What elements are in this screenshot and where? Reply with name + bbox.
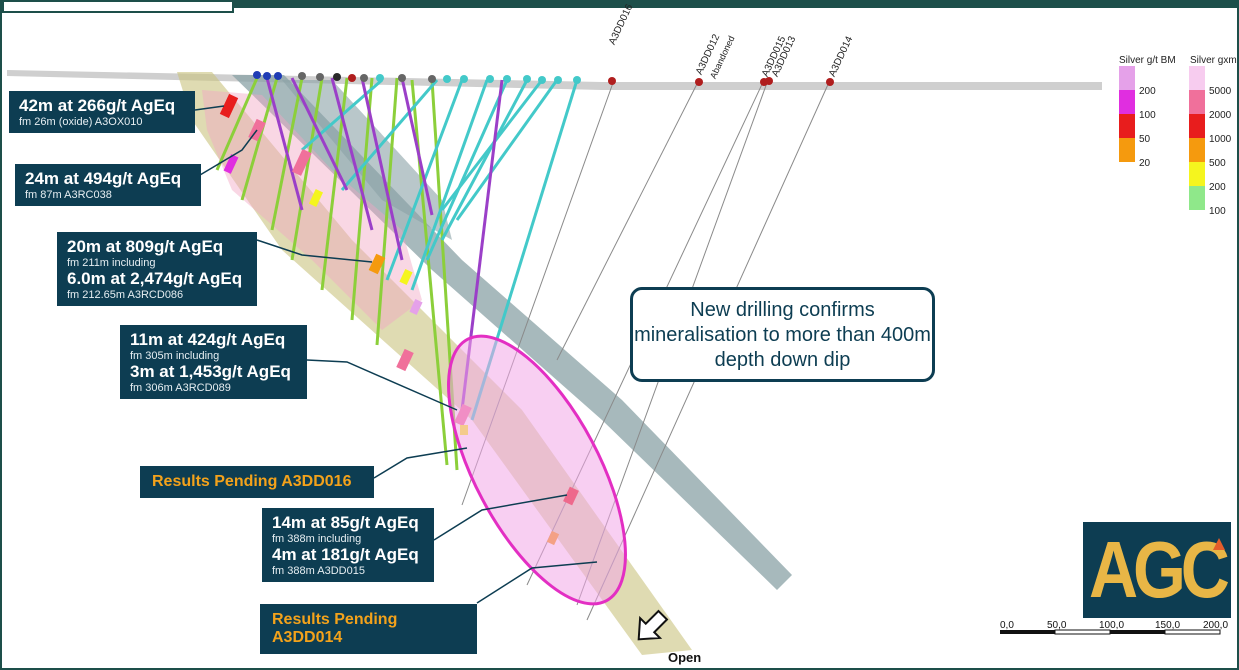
legend-gxm-swatch bbox=[1189, 114, 1205, 138]
legend-gxm-label: 2000 bbox=[1209, 110, 1232, 121]
scale-label: 100,0 bbox=[1099, 620, 1125, 631]
target-ellipse bbox=[447, 334, 627, 606]
collar-a3dd013 bbox=[765, 77, 773, 85]
collar-markers bbox=[253, 71, 834, 86]
leader-6 bbox=[433, 494, 568, 541]
legend-bm-label: 20 bbox=[1139, 158, 1151, 169]
legend-gxm-label: 200 bbox=[1209, 182, 1226, 193]
callout-sub: fm 305m including bbox=[130, 349, 220, 362]
leader-4 bbox=[306, 359, 458, 411]
legend-gxm-label: 5000 bbox=[1209, 86, 1232, 97]
callout-sub: fm 87m A3RC038 bbox=[25, 188, 112, 201]
pending-label-a3dd014: Results Pending A3DD014 bbox=[260, 604, 477, 654]
scale-label: 0,0 bbox=[1000, 620, 1014, 631]
intercept-callout-a3rcd089: 11m at 424g/t AgEq fm 305m including 3m … bbox=[120, 325, 307, 400]
leader-1 bbox=[194, 105, 225, 111]
intercept-callout-a3dd015: 14m at 85g/t AgEq fm 388m including 4m a… bbox=[262, 508, 434, 583]
scale-label: 200,0 bbox=[1203, 620, 1229, 631]
leader-7 bbox=[476, 561, 598, 604]
callout-main: 14m at 85g/t AgEq bbox=[272, 513, 419, 532]
collar-a3dd014 bbox=[826, 78, 834, 86]
legend-bm-label: 200 bbox=[1139, 86, 1156, 97]
legend-gxm-swatch bbox=[1189, 186, 1205, 210]
callout-sub: fm 26m (oxide) A3OX010 bbox=[19, 115, 143, 128]
callout-sub-2: fm 212.65m A3RCD086 bbox=[67, 288, 184, 301]
callout-main: 20m at 809g/t AgEq bbox=[67, 237, 224, 256]
callout-main: 42m at 266g/t AgEq bbox=[19, 96, 176, 115]
legend-bm-label: 50 bbox=[1139, 134, 1151, 145]
callout-main: 11m at 424g/t AgEq bbox=[130, 330, 286, 349]
agc-logo: AGC bbox=[1083, 522, 1231, 618]
collar-a3dd016 bbox=[608, 77, 616, 85]
legend-gxm-swatch bbox=[1189, 90, 1205, 114]
open-arrow-icon bbox=[637, 609, 669, 641]
section-line-a3dd012 bbox=[556, 79, 700, 361]
legend-gxm-label: 500 bbox=[1209, 158, 1226, 169]
legend-gxm-label: 1000 bbox=[1209, 134, 1232, 145]
open-label: Open bbox=[668, 650, 702, 665]
collar-a3dd012 bbox=[695, 78, 703, 86]
callout-main-2: 6.0m at 2,474g/t AgEq bbox=[67, 269, 243, 289]
leader-2 bbox=[199, 129, 258, 176]
scale-label: 50,0 bbox=[1047, 620, 1067, 631]
logo-text: AGC bbox=[1089, 525, 1230, 614]
legend-gxm-swatch bbox=[1189, 138, 1205, 162]
legend-gxm-swatch bbox=[1189, 66, 1205, 90]
scale-bar bbox=[1000, 629, 1221, 635]
legend-bm-swatch bbox=[1119, 90, 1135, 114]
intercept-callout-a3ox010: 42m at 266g/t AgEq fm 26m (oxide) A3OX01… bbox=[9, 91, 195, 134]
fault-plane bbox=[232, 75, 792, 590]
callout-main-2: 4m at 181g/t AgEq bbox=[272, 545, 419, 565]
callout-sub-2: fm 306m A3RCD089 bbox=[130, 381, 231, 394]
callout-sub: fm 211m including bbox=[67, 256, 156, 269]
header-bar bbox=[2, 0, 1237, 8]
pending-label-a3dd016: Results Pending A3DD016 bbox=[140, 466, 374, 498]
scale-label: 150,0 bbox=[1155, 620, 1181, 631]
legend-gxm-title: Silver gxm bbox=[1190, 55, 1237, 66]
leader-lines bbox=[194, 105, 598, 604]
callout-main-2: 3m at 1,453g/t AgEq bbox=[130, 362, 291, 382]
triangle-icon bbox=[1213, 538, 1225, 550]
callout-main: 24m at 494g/t AgEq bbox=[25, 169, 182, 188]
callout-sub-2: fm 388m A3DD015 bbox=[272, 564, 365, 577]
legend-bm-title: Silver g/t BM bbox=[1119, 55, 1176, 66]
legend-bm-swatch bbox=[1119, 114, 1135, 138]
intercept-callout-a3rcd086: 20m at 809g/t AgEq fm 211m including 6.0… bbox=[57, 232, 257, 307]
legend-gxm-swatch bbox=[1189, 162, 1205, 186]
intercept-callout-a3rc038: 24m at 494g/t AgEq fm 87m A3RC038 bbox=[15, 164, 201, 207]
legend-gxm-label: 100 bbox=[1209, 206, 1226, 217]
legend-bm-swatch bbox=[1119, 138, 1135, 162]
leader-5 bbox=[373, 447, 468, 479]
drilling-note: New drilling confirms mineralisation to … bbox=[630, 287, 935, 382]
header-tab bbox=[2, 0, 234, 13]
callout-sub: fm 388m including bbox=[272, 532, 362, 545]
legend-bm-swatch bbox=[1119, 66, 1135, 90]
legend-bm-label: 100 bbox=[1139, 110, 1156, 121]
leader-3 bbox=[256, 239, 373, 263]
